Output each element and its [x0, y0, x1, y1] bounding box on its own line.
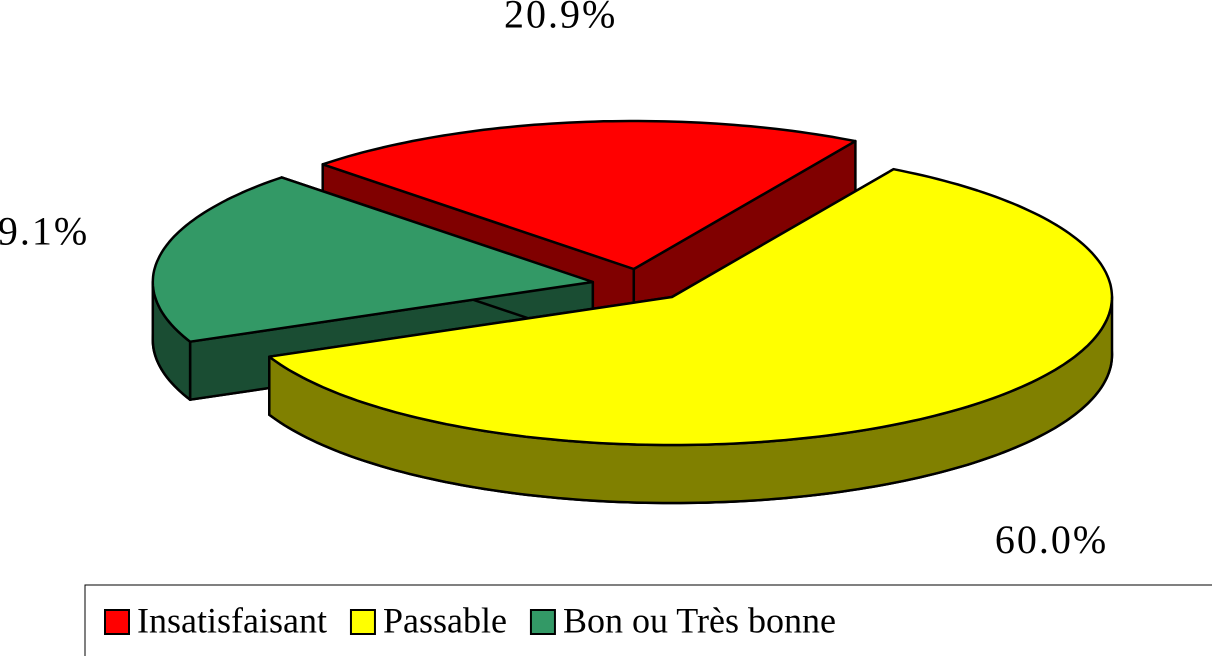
legend-label: Insatisfaisant: [137, 600, 327, 640]
legend-box: [84, 584, 1212, 656]
legend-swatch: [104, 609, 130, 635]
slice-top: [151, 176, 595, 343]
value-label: 19.1%: [0, 209, 89, 254]
slice-top: [321, 119, 857, 271]
value-label: 20.9%: [504, 0, 617, 36]
slice: [268, 167, 1114, 505]
legend-swatch: [349, 609, 376, 635]
legend-swatch: [529, 609, 556, 635]
legend-label: Passable: [383, 600, 507, 640]
legend-label: Bon ou Très bonne: [563, 600, 836, 640]
slice-top: [268, 167, 1114, 447]
slice: [321, 119, 857, 329]
value-label: 60.0%: [995, 517, 1108, 562]
